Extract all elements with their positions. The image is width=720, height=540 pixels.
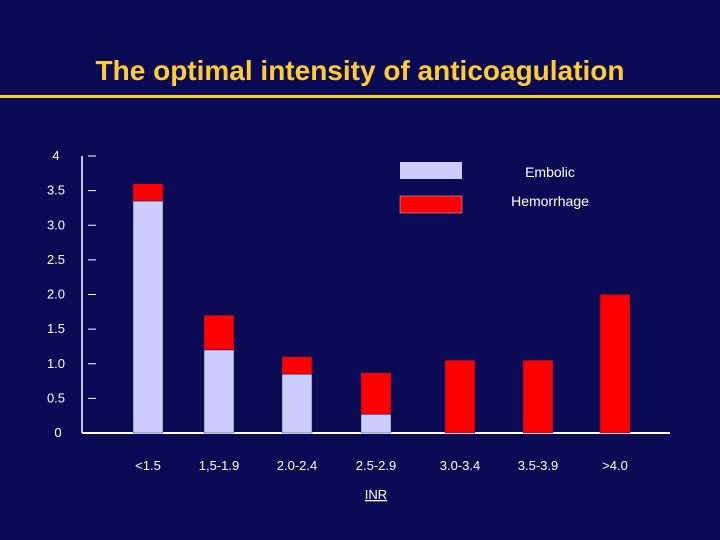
y-tick-label: 0: [54, 425, 61, 440]
y-tick-labels: 0 0.5 1.0 1.5 2.0 2.5 3.0 3.5 4: [47, 148, 65, 440]
x-tick-label: 2.0-2.4: [277, 458, 317, 473]
y-tick-label: 3.5: [47, 183, 65, 198]
legend-swatch-hemorrhage: [399, 195, 463, 214]
chart-legend: Embolic Hemorrhage: [399, 162, 589, 214]
x-tick-label: 1,5-1.9: [199, 458, 239, 473]
y-tick-label: 0.5: [47, 390, 65, 405]
bar-segment-hemorrhage: [360, 372, 392, 415]
x-tick-labels: <1.5 1,5-1.9 2.0-2.4 2.5-2.9 3.0-3.4 3.5-3.9 >…: [135, 458, 628, 473]
y-tick-label: 1.0: [47, 356, 65, 371]
y-tick-label: 3.0: [47, 217, 65, 232]
bar-segment-hemorrhage: [132, 183, 164, 202]
legend-label-embolic: Embolic: [525, 164, 575, 180]
chart-bars: [132, 183, 631, 434]
bar-segment-hemorrhage: [522, 360, 554, 434]
bar-segment-hemorrhage: [203, 315, 235, 351]
x-tick-label: <1.5: [135, 458, 161, 473]
bar-segment-hemorrhage: [281, 356, 313, 375]
bar-segment-embolic: [281, 373, 313, 434]
x-tick-label: 3.0-3.4: [440, 458, 480, 473]
bar-segment-embolic: [360, 414, 392, 434]
title-underline: [0, 95, 720, 98]
legend-label-hemorrhage: Hemorrhage: [511, 193, 589, 209]
y-tick-label: 2.0: [47, 287, 65, 302]
y-tick-label: 4: [52, 148, 59, 163]
y-tick-label: 1.5: [47, 321, 65, 336]
legend-swatch-embolic: [400, 162, 462, 179]
slide-title: The optimal intensity of anticoagulation: [95, 55, 625, 86]
bar-segment-hemorrhage: [599, 294, 631, 434]
x-tick-label: 2.5-2.9: [356, 458, 396, 473]
x-tick-label: >4.0: [602, 458, 628, 473]
bar-segment-embolic: [203, 349, 235, 434]
y-tick-label: 2.5: [47, 252, 65, 267]
bar-segment-hemorrhage: [444, 360, 476, 434]
x-axis-title: INR: [365, 487, 387, 502]
x-tick-label: 3.5-3.9: [518, 458, 558, 473]
bar-segment-embolic: [132, 200, 164, 434]
